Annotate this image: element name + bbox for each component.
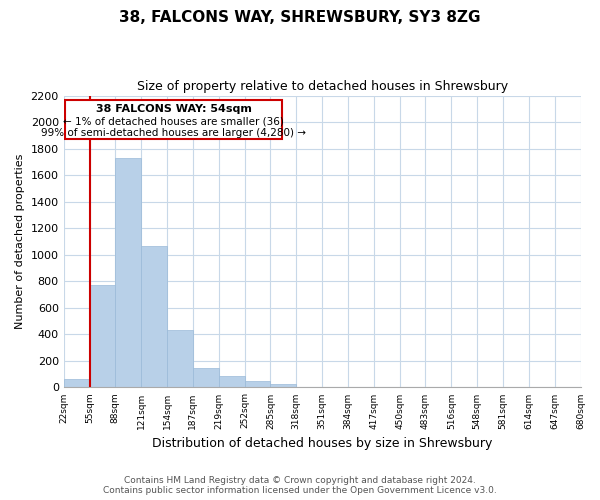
Bar (167, 330, 193, 388)
Text: 38 FALCONS WAY: 54sqm: 38 FALCONS WAY: 54sqm (95, 104, 251, 114)
Text: 99% of semi-detached houses are larger (4,280) →: 99% of semi-detached houses are larger (… (41, 128, 306, 138)
Bar (219, 376, 245, 388)
Bar (271, 384, 296, 388)
Bar (193, 368, 219, 388)
X-axis label: Distribution of detached houses by size in Shrewsbury: Distribution of detached houses by size … (152, 437, 492, 450)
Text: ← 1% of detached houses are smaller (36): ← 1% of detached houses are smaller (36) (63, 116, 284, 126)
Text: Contains HM Land Registry data © Crown copyright and database right 2024.
Contai: Contains HM Land Registry data © Crown c… (103, 476, 497, 495)
Bar (89, 284, 115, 388)
Title: Size of property relative to detached houses in Shrewsbury: Size of property relative to detached ho… (137, 80, 508, 93)
Bar (141, 246, 167, 388)
Text: 38, FALCONS WAY, SHREWSBURY, SY3 8ZG: 38, FALCONS WAY, SHREWSBURY, SY3 8ZG (119, 10, 481, 25)
Bar (245, 382, 271, 388)
Y-axis label: Number of detached properties: Number of detached properties (15, 154, 25, 329)
FancyBboxPatch shape (65, 100, 282, 140)
Bar (64, 380, 89, 388)
Bar (115, 158, 141, 388)
